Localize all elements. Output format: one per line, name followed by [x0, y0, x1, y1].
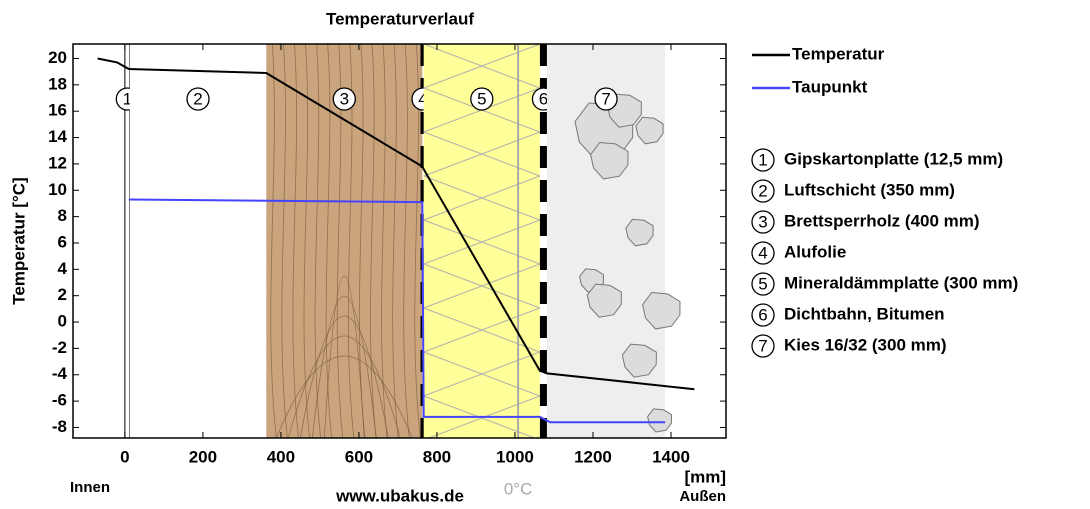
series-line: [128, 198, 666, 424]
gravel-stone: [621, 343, 657, 378]
legend-number-circle: [751, 334, 775, 358]
legend-number: 1: [758, 150, 767, 169]
zero-label: 0°C: [504, 479, 533, 498]
layer-number: 1: [123, 89, 132, 108]
wood-grain: [314, 44, 322, 438]
legend-number-circle: [751, 179, 775, 203]
y-tick-label: 2: [58, 285, 67, 304]
wood-ring: [323, 275, 365, 438]
chart-title: Temperaturverlauf: [326, 9, 474, 28]
legend-number-circle: [751, 241, 775, 265]
insulation-pattern: [423, 263, 541, 309]
legend-number-circle: [751, 148, 775, 172]
y-tick-label: 0: [58, 312, 67, 331]
gravel-stone: [647, 408, 673, 433]
gravel-stone: [586, 283, 622, 318]
y-tick-label: 14: [48, 127, 67, 146]
wood-grain: [292, 44, 299, 438]
insulation-pattern: [423, 395, 541, 438]
y-tick-label: -2: [52, 338, 67, 357]
y-tick-label: 20: [48, 48, 67, 67]
wood-grain: [270, 44, 277, 438]
layer-number-circle: [332, 87, 356, 111]
legend-number: 6: [758, 305, 767, 324]
layer-number: 2: [193, 89, 202, 108]
gravel-stone: [635, 116, 664, 145]
insulation-pattern: [423, 351, 541, 397]
legend-number: 4: [758, 243, 767, 262]
y-tick-label: 12: [48, 153, 67, 172]
inside-label: Innen: [70, 479, 110, 496]
wood-ring: [311, 295, 377, 438]
legend-label: Taupunkt: [792, 77, 868, 96]
legend-label: Temperatur: [792, 44, 885, 63]
y-tick-label: -8: [52, 417, 67, 436]
y-tick-label: 18: [48, 74, 67, 93]
layer-number: 4: [418, 89, 427, 108]
y-tick-label: 16: [48, 101, 67, 120]
layer-number-circle: [186, 87, 210, 111]
insulation-pattern: [423, 131, 541, 177]
legend-number-circle: [751, 210, 775, 234]
y-tick-label: -4: [52, 364, 68, 383]
legend-layer-name: Mineraldämmplatte (300 mm): [784, 273, 1018, 292]
wood-grain: [370, 44, 377, 438]
x-tick-label: 0: [120, 447, 129, 466]
insulation-pattern: [423, 175, 541, 221]
x-unit: [mm]: [684, 467, 726, 486]
plot-frame: [72, 43, 727, 439]
layer-number: 7: [601, 89, 610, 108]
legend-layer-name: Brettsperrholz (400 mm): [784, 211, 980, 230]
legend-layer-name: Alufolie: [784, 242, 846, 261]
gravel-stone: [625, 218, 654, 247]
y-tick-label: 8: [58, 206, 67, 225]
legend-number-circle: [751, 303, 775, 327]
x-tick-label: 1000: [496, 447, 534, 466]
series-line: [97, 57, 695, 391]
legend-number: 2: [758, 181, 767, 200]
x-tick-label: 400: [267, 447, 295, 466]
x-tick-label: 1400: [652, 447, 690, 466]
wood-grain: [281, 44, 288, 438]
wood-ring: [299, 315, 389, 438]
x-tick-label: 1200: [574, 447, 612, 466]
layer-number-circle: [470, 87, 494, 111]
plot-area: 1 2 3 4 5 6 7: [97, 44, 695, 438]
y-tick-label: -6: [52, 391, 67, 410]
wood-grain: [392, 44, 399, 438]
wood-ring: [287, 335, 401, 438]
legend-layer-name: Kies 16/32 (300 mm): [784, 335, 947, 354]
legend-number: 5: [758, 274, 767, 293]
x-tick-label: 800: [423, 447, 451, 466]
y-axis-label: Temperatur [°C]: [9, 177, 28, 304]
x-tick-label: 600: [345, 447, 373, 466]
legend-layer-name: Dichtbahn, Bitumen: [784, 304, 945, 323]
layer-number: 5: [477, 89, 486, 108]
legend-number: 3: [758, 212, 767, 231]
legend-number: 7: [758, 336, 767, 355]
layer-number: 3: [340, 89, 349, 108]
insulation-pattern: [423, 307, 541, 353]
outside-label: Außen: [679, 488, 726, 505]
insulation-pattern: [423, 44, 541, 89]
wood-grain: [403, 44, 410, 438]
wood-ring: [275, 355, 413, 438]
gravel-stone: [642, 291, 681, 330]
gravel-stone: [590, 141, 629, 180]
layer-number-circle: [594, 87, 618, 111]
legend-layer-name: Luftschicht (350 mm): [784, 180, 955, 199]
y-tick-label: 4: [58, 259, 68, 278]
legend-layer-name: Gipskartonplatte (12,5 mm): [784, 149, 1003, 168]
x-tick-label: 200: [189, 447, 217, 466]
layer-number: 6: [539, 89, 548, 108]
legend-number-circle: [751, 272, 775, 296]
insulation-pattern: [423, 219, 541, 265]
y-tick-label: 10: [48, 180, 67, 199]
source: www.ubakus.de: [335, 486, 464, 505]
y-tick-label: 6: [58, 232, 67, 251]
